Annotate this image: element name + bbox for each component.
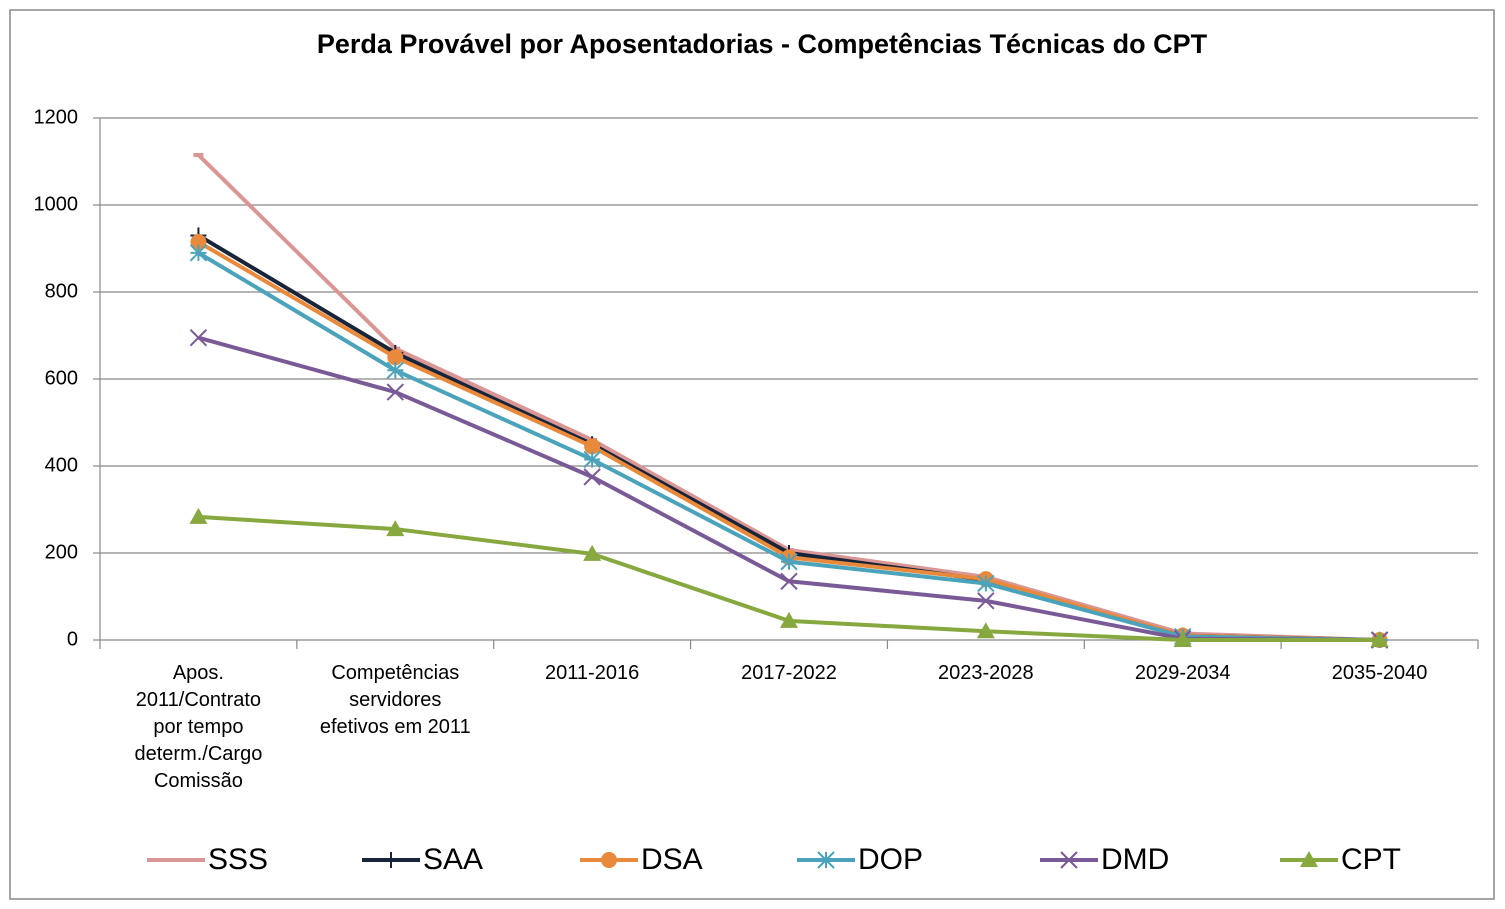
marker <box>189 244 208 262</box>
marker <box>780 611 798 628</box>
marker <box>976 622 995 639</box>
marker-part <box>189 244 208 262</box>
marker-part <box>387 349 404 366</box>
marker <box>601 852 617 868</box>
marker-part <box>780 572 798 590</box>
marker <box>1173 631 1192 647</box>
marker-part <box>1060 851 1078 869</box>
marker-part <box>583 544 602 561</box>
x-tick-label: 2035-2040 <box>1331 662 1428 684</box>
marker <box>977 592 995 610</box>
legend-label: CPT <box>1341 843 1401 876</box>
marker-part <box>583 468 601 486</box>
x-tick-label: 2023-2028 <box>938 662 1034 684</box>
legend-label: DMD <box>1101 843 1169 876</box>
marker-part <box>583 450 601 469</box>
legend-label: SSS <box>208 843 268 876</box>
marker <box>583 468 601 486</box>
y-tick-label: 800 <box>45 280 78 302</box>
marker <box>190 233 207 250</box>
marker <box>977 574 995 593</box>
x-tick-label: Apos. 2011/Contrato por tempo determ./Ca… <box>134 662 263 792</box>
x-tick-label: 2029-2034 <box>1134 662 1231 684</box>
x-tick-label: 2011-2016 <box>545 662 640 684</box>
marker-part <box>189 507 208 524</box>
marker-part <box>1370 631 1389 647</box>
marker-part <box>584 438 601 455</box>
marker-part <box>977 592 995 610</box>
marker-part <box>780 552 798 571</box>
marker <box>780 572 798 590</box>
marker-part <box>976 622 995 639</box>
marker <box>189 507 208 524</box>
marker-part <box>1173 631 1192 647</box>
chart-border <box>9 9 1495 900</box>
x-tick-label: 2017-2022 <box>741 662 837 684</box>
marker-part <box>601 852 617 868</box>
marker-part <box>1300 851 1318 867</box>
y-tick-label: 1200 <box>34 106 79 128</box>
marker <box>1370 631 1389 647</box>
marker <box>383 852 399 868</box>
marker <box>583 450 601 469</box>
marker-part <box>386 361 404 380</box>
y-tick-label: 200 <box>45 541 78 563</box>
y-tick-label: 400 <box>45 454 78 476</box>
marker <box>386 383 404 401</box>
legend-label: DOP <box>858 843 923 876</box>
legend-label: SAA <box>423 843 483 876</box>
y-tick-label: 600 <box>45 367 78 389</box>
marker-part <box>386 520 405 537</box>
marker <box>1060 851 1078 869</box>
marker <box>1300 851 1318 867</box>
marker <box>780 552 798 571</box>
marker-part <box>780 611 798 628</box>
chart-title: Perda Provável por Aposentadorias - Comp… <box>317 29 1208 59</box>
marker-part <box>189 328 208 347</box>
marker-part <box>386 383 404 401</box>
x-tick-label: Competências servidores efetivos em 2011 <box>319 662 471 738</box>
y-tick-label: 0 <box>67 628 78 650</box>
marker <box>386 520 405 537</box>
marker-part <box>817 851 835 869</box>
legend-label: DSA <box>641 843 703 876</box>
marker <box>189 328 208 347</box>
marker-part <box>977 574 995 593</box>
marker <box>583 544 602 561</box>
y-tick-label: 1000 <box>34 193 79 215</box>
marker <box>584 438 601 455</box>
marker <box>817 851 835 869</box>
marker <box>386 361 404 380</box>
marker <box>387 349 404 366</box>
marker-part <box>190 233 207 250</box>
